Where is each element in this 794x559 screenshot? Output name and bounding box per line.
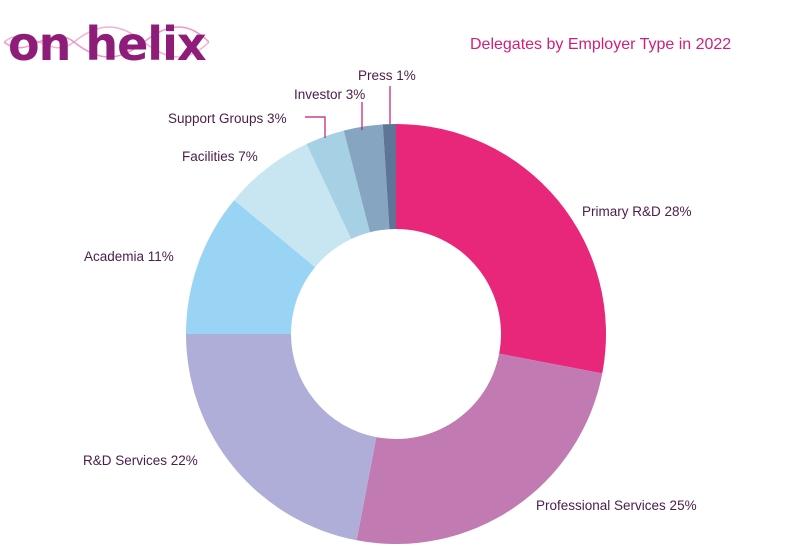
donut-slice-academia — [186, 200, 316, 334]
chart-title: Delegates by Employer Type in 2022 — [470, 36, 732, 53]
donut-slice-professional-services — [356, 353, 603, 545]
slice-labels: Primary R&D 28% Professional Services 25%… — [83, 68, 697, 513]
slice-label-facilities: Facilities 7% — [182, 149, 258, 164]
donut-slice-press — [382, 124, 396, 230]
donut-slice-support-groups — [306, 130, 370, 239]
slice-label-support-groups: Support Groups 3% — [168, 111, 287, 126]
slice-label-academia: Academia 11% — [84, 249, 174, 264]
leader-lines — [305, 86, 391, 138]
slice-label-investor: Investor 3% — [294, 87, 365, 102]
slice-label-r-d-services: R&D Services 22% — [83, 453, 198, 468]
slice-label-professional-services: Professional Services 25% — [536, 498, 697, 513]
donut-slice-r-d-services — [186, 334, 377, 541]
donut-slice-facilities — [234, 143, 352, 268]
logo-wordmark: on helix — [8, 17, 206, 71]
donut-slice-primary-r-d — [396, 124, 606, 374]
slice-label-press: Press 1% — [358, 68, 416, 83]
leader-line-support-groups — [305, 116, 326, 138]
on-helix-logo: on helix — [4, 17, 209, 71]
donut-slice-investor — [343, 124, 390, 233]
donut-slices — [186, 124, 606, 545]
slice-label-primary-r-d: Primary R&D 28% — [582, 204, 692, 219]
